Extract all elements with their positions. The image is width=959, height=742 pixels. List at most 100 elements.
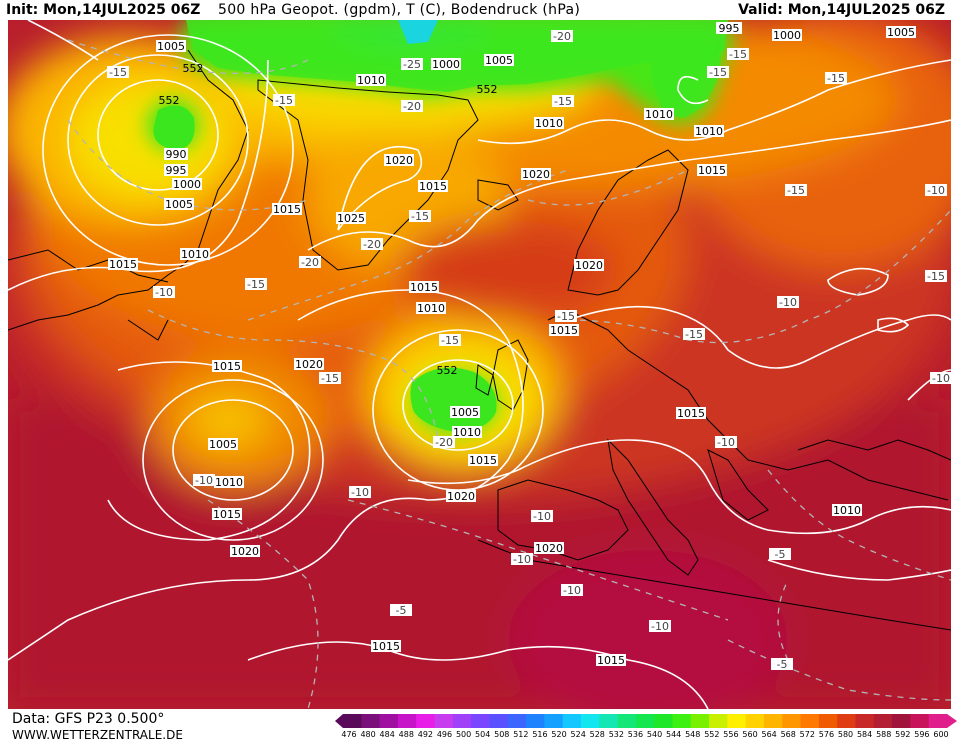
- color-scale-tick-label: 552: [704, 730, 720, 739]
- color-scale-tick-label: 524: [570, 730, 586, 739]
- temperature-labels: -15 -15 -25 -20 -20 -15 -15 -15 -15 -15 …: [107, 30, 951, 671]
- pressure-label: 1010: [417, 302, 445, 315]
- color-scale-swatch: [800, 714, 820, 728]
- temperature-label: -10: [155, 286, 173, 299]
- temperature-label: -5: [396, 604, 407, 617]
- color-scale-tick-label: 536: [627, 730, 644, 739]
- color-scale-tick-label: 516: [532, 730, 548, 739]
- pressure-label: 1020: [231, 545, 259, 558]
- pressure-label: 1005: [157, 40, 185, 53]
- color-scale-tick-label: 480: [360, 730, 376, 739]
- pressure-label: 1015: [109, 258, 137, 271]
- pressure-label: 1015: [698, 164, 726, 177]
- temperature-label: -20: [435, 436, 453, 449]
- color-scale-tick-label: 532: [608, 730, 624, 739]
- pressure-label: 1015: [213, 360, 241, 373]
- geopotential-label: 552: [477, 83, 498, 96]
- pressure-label: 1015: [410, 281, 438, 294]
- color-scale-arrow-left: [335, 714, 343, 728]
- map-title: 500 hPa Geopot. (gpdm), T (C), Bodendruc…: [218, 2, 581, 18]
- color-scale-swatch: [782, 714, 802, 728]
- color-scale-swatch: [818, 714, 838, 728]
- color-scale-tick-label: 492: [417, 730, 434, 739]
- low-geopotential-cores: [153, 20, 728, 432]
- color-scale-swatch: [489, 714, 509, 728]
- color-scale-tick-label: 576: [818, 730, 835, 739]
- pressure-label: 1000: [432, 58, 460, 71]
- pressure-label: 1015: [469, 454, 497, 467]
- temperature-label: -15: [441, 334, 459, 347]
- color-scale-tick-label: 484: [379, 730, 395, 739]
- temperature-label: -15: [109, 66, 127, 79]
- map-canvas: 995 1000 1005 1005 1000 1010 552 552 552…: [8, 20, 951, 709]
- pressure-label: 1020: [385, 154, 413, 167]
- color-scale-tick-label: 572: [799, 730, 815, 739]
- temperature-label: -20: [363, 238, 381, 251]
- color-scale-swatch: [361, 714, 381, 728]
- color-scale-tick-label: 596: [914, 730, 930, 739]
- color-scale-tick-label: 540: [646, 730, 663, 739]
- isotherms: [67, 39, 951, 709]
- temperature-label: -10: [533, 510, 551, 523]
- pressure-label: 1010: [695, 125, 723, 138]
- pressure-label: 995: [719, 22, 740, 35]
- valid-time: Valid: Mon,14JUL2025 06Z: [738, 2, 945, 18]
- color-scale-swatch: [727, 714, 747, 728]
- temperature-label: -10: [932, 372, 950, 385]
- temperature-label: -15: [729, 48, 747, 61]
- geopotential-field: [8, 20, 951, 709]
- color-scale-tick-label: 508: [494, 730, 510, 739]
- pressure-label: 1000: [773, 29, 801, 42]
- pressure-labels: 995 1000 1005 1005 1000 1010 552 552 552…: [108, 22, 916, 667]
- website-credit: WWW.WETTERZENTRALE.DE: [12, 728, 183, 742]
- color-scale-swatch: [855, 714, 875, 728]
- temperature-label: -15: [787, 184, 805, 197]
- color-scale-tick-label: 476: [341, 730, 357, 739]
- pressure-label: 1005: [209, 438, 237, 451]
- pressure-label: 1010: [215, 476, 243, 489]
- color-scale-swatch: [654, 714, 673, 728]
- map-header: Init: Mon,14JUL2025 06Z 500 hPa Geopot. …: [0, 0, 959, 20]
- color-scale-swatch: [837, 714, 856, 728]
- isobars: [8, 20, 951, 709]
- geopotential-label: 552: [159, 94, 180, 107]
- color-scale-swatch: [580, 714, 600, 728]
- color-scale-tick-label: 592: [895, 730, 911, 739]
- color-scale-tick-label: 560: [742, 730, 758, 739]
- color-scale-swatch: [690, 714, 710, 728]
- color-scale-tick-label: 568: [780, 730, 796, 739]
- pressure-label: 1015: [550, 324, 578, 337]
- pressure-label: 1005: [887, 26, 915, 39]
- data-source: Data: GFS P23 0.500°: [12, 711, 165, 727]
- pressure-label: 1000: [173, 178, 201, 191]
- pressure-label: 1010: [357, 74, 385, 87]
- color-scale-swatch: [471, 714, 490, 728]
- color-scale-swatch: [873, 714, 893, 728]
- color-scale-swatch: [599, 714, 619, 728]
- temperature-label: -15: [321, 372, 339, 385]
- pressure-label: 1010: [833, 504, 861, 517]
- color-scale-swatch: [562, 714, 582, 728]
- temperature-label: -15: [247, 278, 265, 291]
- color-scale-swatch: [452, 714, 472, 728]
- color-scale-swatch: [507, 714, 527, 728]
- pressure-label: 1010: [181, 248, 209, 261]
- color-scale-tick-label: 528: [589, 730, 605, 739]
- pressure-label: 1015: [597, 654, 625, 667]
- pressure-label: 1010: [645, 108, 673, 121]
- temperature-label: -10: [351, 486, 369, 499]
- color-scale-tick-label: 504: [475, 730, 491, 739]
- temperature-label: -20: [301, 256, 319, 269]
- pressure-label: 1020: [575, 259, 603, 272]
- pressure-label: 1015: [677, 407, 705, 420]
- color-scale-swatch: [709, 714, 728, 728]
- pressure-label: 990: [166, 148, 187, 161]
- pressure-label: 1005: [165, 198, 193, 211]
- color-scale-tick-label: 556: [723, 730, 739, 739]
- color-scale-swatch: [617, 714, 637, 728]
- temperature-label: -10: [513, 553, 531, 566]
- pressure-label: 1010: [453, 426, 481, 439]
- temperature-label: -10: [717, 436, 735, 449]
- color-scale-swatch: [672, 714, 692, 728]
- temperature-label: -10: [651, 620, 669, 633]
